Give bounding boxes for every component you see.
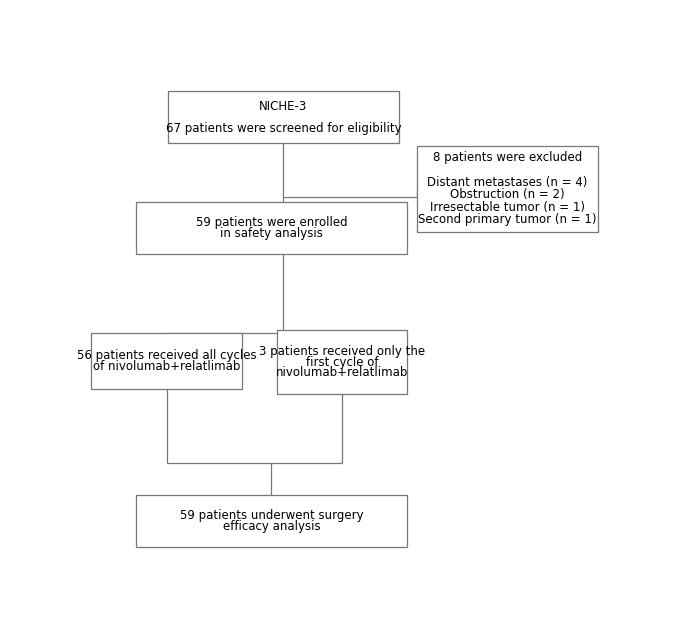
Text: efficacy analysis: efficacy analysis xyxy=(223,520,321,533)
Text: Distant metastases (n = 4): Distant metastases (n = 4) xyxy=(427,176,588,189)
Text: first cycle of: first cycle of xyxy=(306,355,378,369)
Bar xyxy=(168,91,399,143)
Text: 59 patients were enrolled: 59 patients were enrolled xyxy=(196,216,347,229)
Text: nivolumab+relatlimab: nivolumab+relatlimab xyxy=(275,366,408,380)
Bar xyxy=(277,330,407,394)
Text: in safety analysis: in safety analysis xyxy=(220,227,323,240)
Text: Irresectable tumor (n = 1): Irresectable tumor (n = 1) xyxy=(430,201,585,213)
Text: 3 patients received only the: 3 patients received only the xyxy=(259,344,425,358)
Bar xyxy=(136,495,407,546)
Text: of nivolumab+relatlimab: of nivolumab+relatlimab xyxy=(93,360,240,373)
Text: Obstruction (n = 2): Obstruction (n = 2) xyxy=(450,189,565,201)
Text: 8 patients were excluded: 8 patients were excluded xyxy=(433,151,582,164)
Bar xyxy=(417,146,598,232)
Text: Second primary tumor (n = 1): Second primary tumor (n = 1) xyxy=(419,213,597,226)
Text: NICHE-3: NICHE-3 xyxy=(259,100,308,113)
Text: 56 patients received all cycles: 56 patients received all cycles xyxy=(77,349,256,362)
Text: 67 patients were screened for eligibility: 67 patients were screened for eligibilit… xyxy=(166,121,401,135)
Text: 59 patients underwent surgery: 59 patients underwent surgery xyxy=(179,509,363,522)
Bar xyxy=(91,332,242,389)
Bar xyxy=(136,202,407,254)
